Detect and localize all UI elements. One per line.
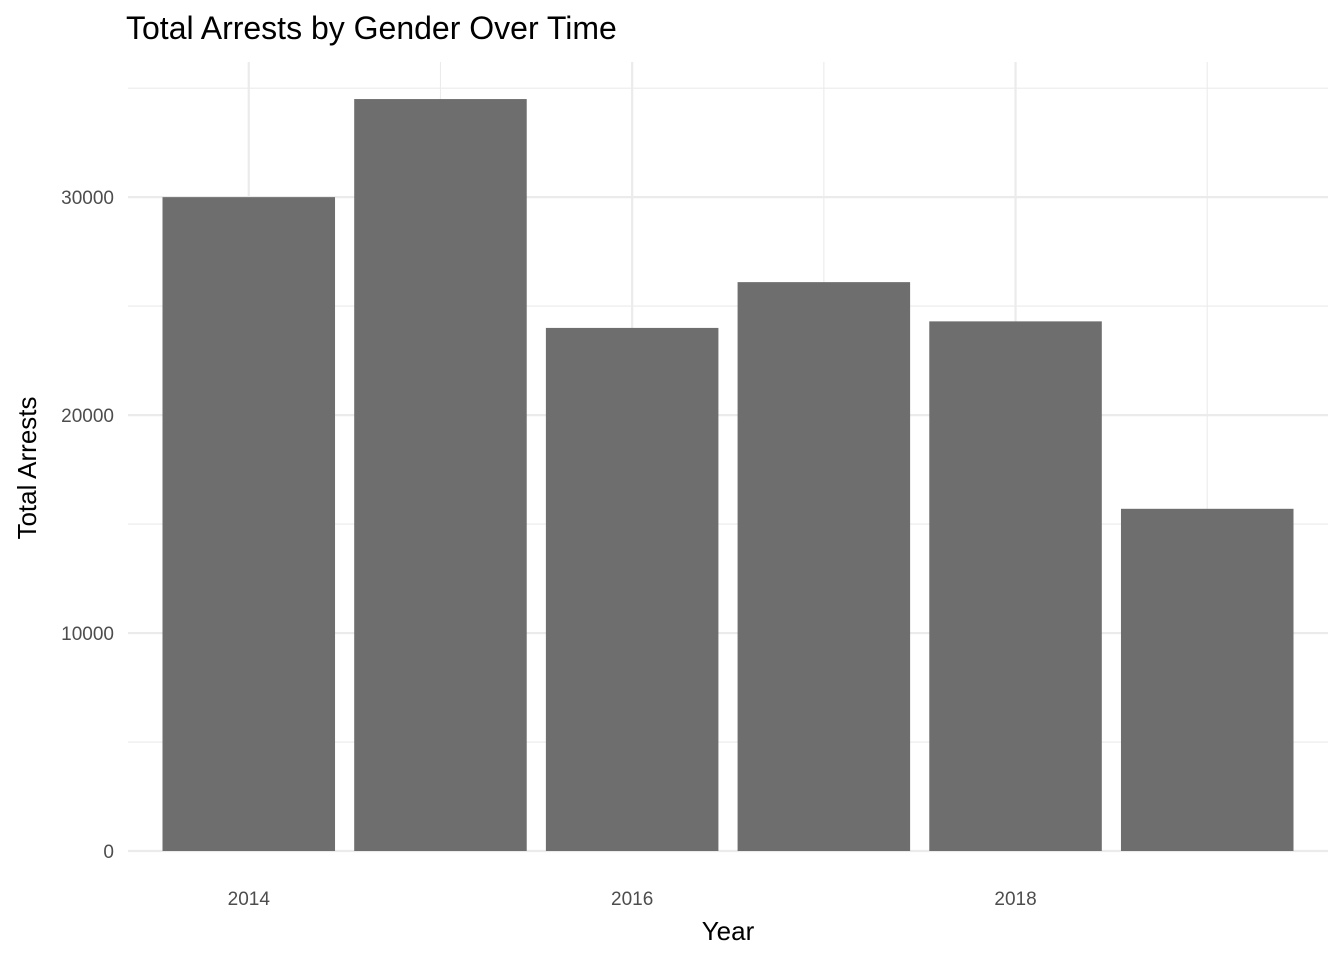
bar-2019 <box>1120 508 1294 851</box>
bar-2014 <box>162 197 336 852</box>
x-axis-title: Year <box>702 916 755 946</box>
bar-2016 <box>545 327 719 851</box>
y-tick-labels: 0 10000 20000 30000 <box>61 188 114 863</box>
y-tick-label: 10000 <box>61 624 114 645</box>
y-axis-title: Total Arrests <box>12 396 42 539</box>
bar-2015 <box>354 99 527 851</box>
x-tick-label: 2018 <box>994 889 1036 910</box>
x-tick-label: 2014 <box>228 889 271 910</box>
chart-title: Total Arrests by Gender Over Time <box>126 10 617 46</box>
bar-2017 <box>737 282 911 851</box>
bars <box>162 99 1294 852</box>
y-tick-label: 0 <box>103 842 114 863</box>
bar-2018 <box>929 321 1102 851</box>
x-tick-labels: 2014 2016 2018 <box>228 889 1037 910</box>
x-tick-label: 2016 <box>611 889 653 910</box>
y-tick-label: 20000 <box>61 406 114 427</box>
y-tick-label: 30000 <box>61 188 114 209</box>
